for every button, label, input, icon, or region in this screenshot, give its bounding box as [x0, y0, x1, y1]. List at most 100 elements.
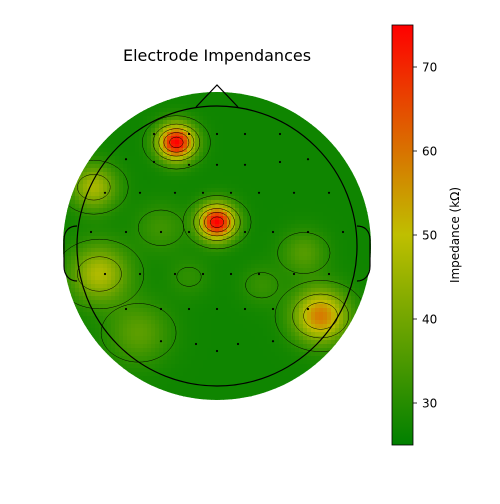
heatmap-cell: [119, 144, 124, 149]
heatmap-cell: [315, 112, 320, 117]
heatmap-cell: [331, 164, 336, 169]
heatmap-cell: [239, 164, 244, 169]
heatmap-cell: [131, 236, 136, 241]
heatmap-cell: [107, 92, 112, 97]
heatmap-cell: [259, 348, 264, 353]
heatmap-cell: [243, 256, 248, 261]
heatmap-cell: [367, 152, 371, 157]
heatmap-cell: [159, 184, 164, 189]
heatmap-cell: [287, 192, 292, 197]
heatmap-cell: [79, 256, 84, 261]
heatmap-cell: [239, 108, 244, 113]
heatmap-cell: [347, 200, 352, 205]
heatmap-cell: [255, 216, 260, 221]
heatmap-cell: [215, 292, 220, 297]
heatmap-cell: [139, 224, 144, 229]
heatmap-cell: [187, 164, 192, 169]
heatmap-cell: [115, 248, 120, 253]
heatmap-cell: [147, 100, 152, 105]
heatmap-cell: [203, 300, 208, 305]
heatmap-cell: [303, 156, 308, 161]
heatmap-cell: [351, 292, 356, 297]
heatmap-cell: [223, 168, 228, 173]
heatmap-cell: [367, 336, 371, 341]
heatmap-cell: [243, 136, 248, 141]
heatmap-cell: [239, 180, 244, 185]
heatmap-cell: [323, 192, 328, 197]
heatmap-cell: [311, 172, 316, 177]
heatmap-cell: [71, 180, 76, 185]
heatmap-cell: [199, 312, 204, 317]
heatmap-cell: [195, 272, 200, 277]
heatmap-cell: [247, 260, 252, 265]
heatmap-cell: [359, 216, 364, 221]
heatmap-cell: [183, 272, 188, 277]
heatmap-cell: [239, 100, 244, 105]
heatmap-cell: [319, 336, 324, 341]
heatmap-cell: [83, 348, 88, 353]
heatmap-cell: [303, 168, 308, 173]
heatmap-cell: [211, 128, 216, 133]
heatmap-cell: [351, 120, 356, 125]
heatmap-cell: [147, 96, 152, 101]
heatmap-cell: [195, 144, 200, 149]
heatmap-cell: [159, 224, 164, 229]
heatmap-cell: [319, 276, 324, 281]
heatmap-cell: [367, 248, 371, 253]
heatmap-cell: [227, 320, 232, 325]
heatmap-cell: [91, 336, 96, 341]
heatmap-cell: [239, 228, 244, 233]
heatmap-cell: [111, 228, 116, 233]
heatmap-cell: [307, 148, 312, 153]
heatmap-cell: [203, 208, 208, 213]
heatmap-cell: [267, 248, 272, 253]
heatmap-cell: [271, 320, 276, 325]
heatmap-cell: [163, 328, 168, 333]
heatmap-cell: [295, 216, 300, 221]
heatmap-cell: [143, 160, 148, 165]
heatmap-cell: [271, 204, 276, 209]
heatmap-cell: [211, 144, 216, 149]
heatmap-cell: [271, 316, 276, 321]
heatmap-cell: [211, 112, 216, 117]
heatmap-cell: [123, 156, 128, 161]
heatmap-cell: [267, 220, 272, 225]
heatmap-cell: [255, 108, 260, 113]
heatmap-cell: [263, 276, 268, 281]
heatmap-cell: [267, 168, 272, 173]
heatmap-cell: [63, 96, 68, 101]
heatmap-cell: [179, 164, 184, 169]
heatmap-cell: [175, 160, 180, 165]
heatmap-cell: [231, 128, 236, 133]
heatmap-cell: [75, 300, 80, 305]
heatmap-cell: [315, 136, 320, 141]
heatmap-cell: [239, 112, 244, 117]
heatmap-cell: [99, 128, 104, 133]
heatmap-cell: [67, 320, 72, 325]
heatmap-cell: [231, 200, 236, 205]
heatmap-cell: [247, 220, 252, 225]
heatmap-cell: [295, 240, 300, 245]
heatmap-cell: [203, 100, 208, 105]
heatmap-cell: [195, 332, 200, 337]
heatmap-cell: [367, 244, 371, 249]
heatmap-cell: [187, 116, 192, 121]
heatmap-cell: [223, 184, 228, 189]
heatmap-cell: [259, 96, 264, 101]
heatmap-cell: [187, 144, 192, 149]
heatmap-cell: [219, 136, 224, 141]
heatmap-cell: [179, 232, 184, 237]
heatmap-cell: [179, 240, 184, 245]
heatmap-cell: [331, 144, 336, 149]
heatmap-cell: [363, 212, 368, 217]
heatmap-cell: [159, 196, 164, 201]
heatmap-cell: [319, 208, 324, 213]
heatmap-cell: [327, 244, 332, 249]
heatmap-cell: [307, 100, 312, 105]
heatmap-cell: [227, 244, 232, 249]
heatmap-cell: [199, 348, 204, 353]
heatmap-cell: [339, 284, 344, 289]
heatmap-cell: [167, 184, 172, 189]
heatmap-cell: [187, 292, 192, 297]
heatmap-cell: [171, 180, 176, 185]
